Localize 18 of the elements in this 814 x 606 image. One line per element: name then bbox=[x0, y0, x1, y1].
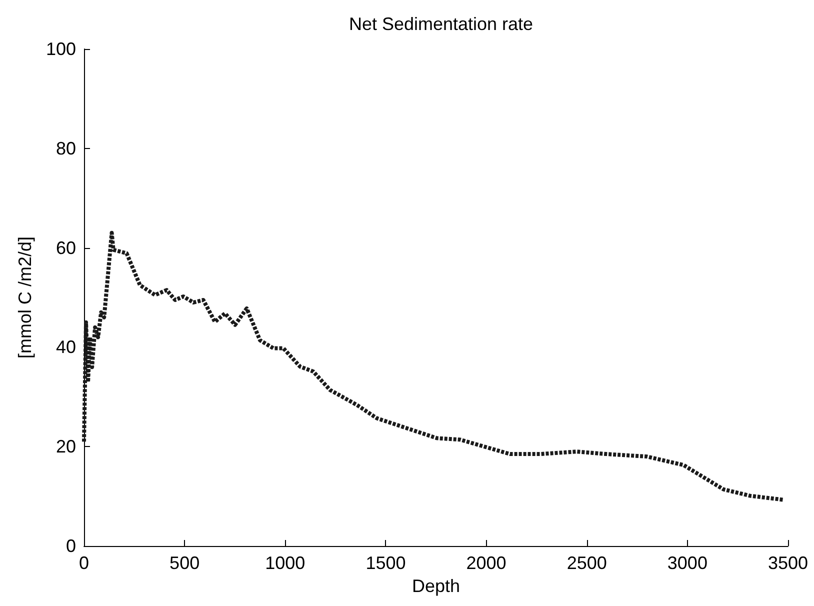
y-axis-title: [mmol C /m2/d] bbox=[15, 236, 35, 359]
y-tick-label: 40 bbox=[56, 337, 76, 358]
x-tick-label: 500 bbox=[170, 553, 200, 573]
y-tick-label: 20 bbox=[56, 436, 76, 457]
x-tick-label: 3000 bbox=[667, 553, 708, 573]
chart-title: Net Sedimentation rate bbox=[348, 14, 534, 34]
x-tick-label: 3500 bbox=[768, 553, 808, 573]
x-tick-label: 1000 bbox=[265, 553, 306, 573]
x-tick-label: 2000 bbox=[466, 553, 506, 573]
x-tick-label: 2500 bbox=[566, 553, 607, 573]
y-tick-label: 60 bbox=[56, 238, 76, 258]
x-axis-title: Depth bbox=[412, 576, 460, 596]
x-tick-label: 0 bbox=[78, 553, 90, 573]
y-tick-label: 0 bbox=[66, 536, 76, 556]
line-series bbox=[82, 230, 786, 502]
y-tick-label: 80 bbox=[56, 138, 76, 158]
y-tick-label: 100 bbox=[46, 39, 76, 59]
x-tick-label: 1500 bbox=[366, 553, 406, 573]
